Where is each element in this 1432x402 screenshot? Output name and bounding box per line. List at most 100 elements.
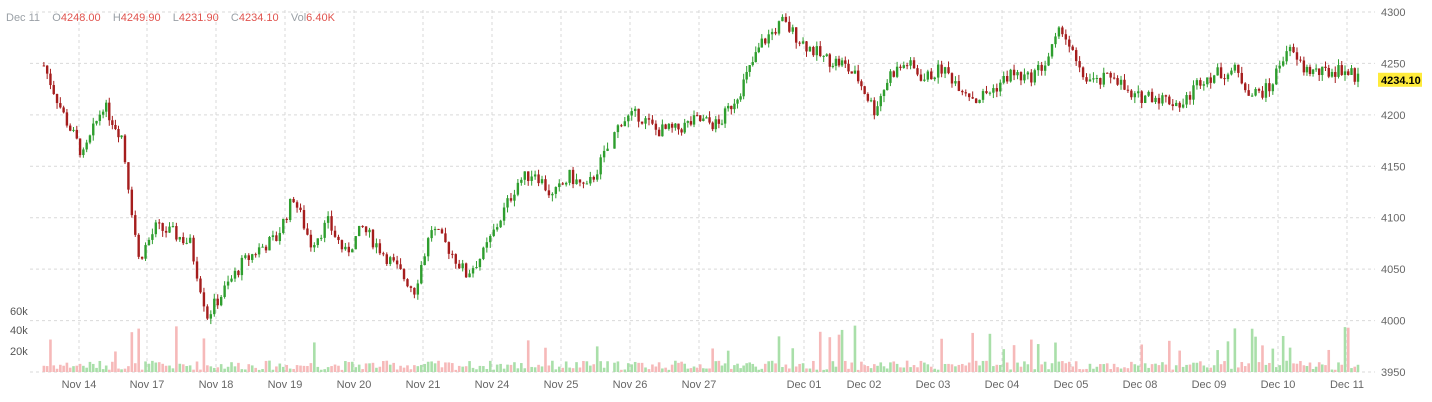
volume-bar	[1311, 369, 1315, 372]
candle-body	[1033, 70, 1036, 83]
candle-body	[1192, 85, 1195, 100]
candle-body	[1292, 46, 1295, 53]
candle-body	[1233, 64, 1237, 71]
candle-body	[437, 228, 440, 230]
volume-bar	[395, 369, 399, 372]
volume-bar	[1012, 345, 1016, 372]
candle-body	[602, 150, 606, 158]
volume-bar	[661, 368, 664, 372]
candle-body	[392, 257, 395, 261]
volume-bar	[464, 366, 468, 372]
candle-body	[554, 187, 558, 194]
volume-bar	[664, 367, 667, 372]
volume-bar	[230, 362, 233, 372]
volume-bar	[209, 366, 213, 372]
candle-body	[468, 273, 471, 278]
candle-body	[223, 285, 226, 297]
candle-body	[251, 254, 254, 260]
candle-body	[202, 292, 206, 307]
volume-bar	[571, 368, 575, 372]
candle-body	[1237, 64, 1240, 73]
candle-body	[902, 65, 905, 68]
volume-bar	[1109, 369, 1112, 372]
volume-bar	[637, 362, 640, 372]
volume-bar	[175, 326, 178, 372]
low-value: 4231.90	[178, 12, 219, 24]
candle-body	[65, 112, 69, 126]
candle-body	[464, 263, 468, 278]
candle-body	[257, 247, 261, 255]
candle-body	[347, 246, 351, 253]
candle-body	[899, 66, 902, 68]
volume-bar	[292, 368, 295, 372]
x-tick-label: Dec 11	[1330, 379, 1364, 391]
volume-bar	[447, 362, 451, 372]
volume-bar	[905, 360, 909, 372]
volume-bar	[818, 331, 822, 372]
candle-body	[1299, 59, 1302, 61]
candle-body	[677, 123, 680, 130]
candle-body	[1088, 79, 1092, 82]
volume-bar	[226, 366, 230, 372]
candle-body	[1311, 69, 1315, 74]
candle-body	[351, 249, 354, 253]
volume-bar	[1356, 364, 1360, 372]
volume-bar	[330, 366, 333, 372]
volume-bar	[774, 363, 777, 372]
candle-body	[808, 47, 812, 52]
candle-body	[1140, 91, 1143, 103]
volume-bar	[107, 369, 111, 372]
candle-body	[1230, 70, 1233, 75]
candle-body	[1288, 46, 1292, 52]
volume-bar	[295, 365, 299, 372]
volume-bar	[513, 362, 516, 372]
volume-bar	[869, 368, 873, 372]
candle-body	[798, 42, 801, 44]
candle-body	[866, 93, 870, 101]
candle-body	[702, 118, 705, 121]
candle-body	[812, 47, 815, 56]
volume-bar	[385, 360, 389, 372]
volume-bar	[454, 369, 458, 372]
candle-body	[492, 229, 495, 236]
candle-body	[1305, 66, 1309, 73]
candle-body	[1223, 78, 1226, 80]
volume-bar	[885, 368, 889, 372]
volume-bar	[847, 368, 850, 372]
volume-bar	[695, 367, 699, 372]
volume-bar	[475, 369, 478, 372]
volume-bar	[933, 368, 937, 372]
candle-body	[961, 90, 964, 93]
candle-body	[950, 73, 954, 84]
volume-bar	[98, 360, 102, 372]
candle-body	[988, 92, 992, 94]
candle-body	[1281, 61, 1285, 66]
candle-body	[633, 108, 637, 112]
volume-bar	[154, 362, 158, 372]
volume-bar	[1219, 364, 1223, 372]
candle-body	[742, 79, 745, 97]
volume-bar	[75, 365, 79, 372]
x-tick-label: Dec 05	[1054, 379, 1089, 391]
candle-body	[757, 47, 760, 53]
x-tick-label: Nov 26	[613, 379, 648, 391]
candle-body	[978, 99, 981, 103]
candle-body	[368, 229, 371, 233]
candle-body	[1147, 91, 1150, 96]
candle-body	[730, 105, 733, 110]
high-label: H	[112, 12, 121, 24]
volume-bar	[856, 369, 860, 372]
candle-body	[482, 247, 485, 259]
volume-bar	[895, 363, 899, 372]
volume-bar	[233, 366, 237, 372]
candle-body	[406, 279, 409, 287]
candle-body	[689, 121, 693, 125]
candle-body	[416, 283, 420, 295]
candle-body	[905, 65, 909, 67]
volume-bar	[530, 366, 533, 372]
x-tick-label: Nov 20	[337, 379, 372, 391]
volume-bar	[1116, 367, 1119, 372]
candle-body	[108, 102, 111, 121]
candle-body	[876, 106, 879, 116]
